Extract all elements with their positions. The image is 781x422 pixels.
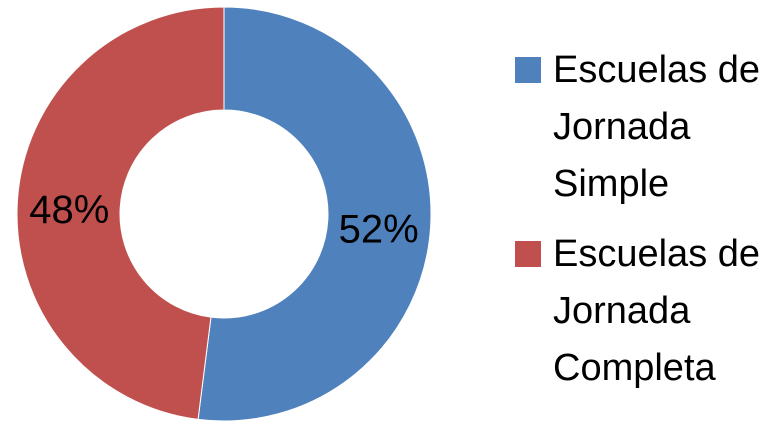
legend-label: Escuelas de Jornada Simple [553,49,761,205]
legend-swatch [515,57,541,83]
data-label: 48% [29,188,109,232]
donut-segment [197,6,432,422]
donut-segment [16,6,225,420]
legend-swatch [515,241,541,267]
legend-label: Escuelas de Jornada Completa [553,233,761,389]
data-label: 52% [339,207,419,251]
